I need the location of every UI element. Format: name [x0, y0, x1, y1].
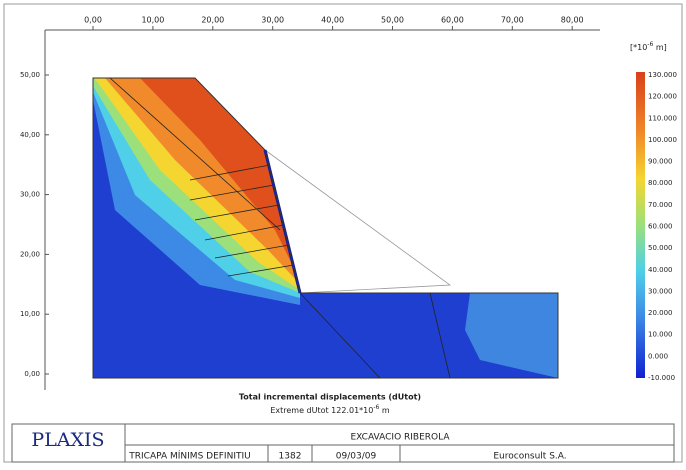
caption: Total incremental displacements (dUtot)	[239, 393, 421, 402]
legend-label: 40.000	[648, 266, 673, 274]
project: EXCAVACIO RIBEROLA	[350, 433, 450, 443]
legend-label: 30.000	[648, 287, 673, 295]
x-tick-label: 30,00	[261, 16, 284, 25]
air	[93, 78, 558, 293]
x-tick-label: 10,00	[141, 16, 164, 25]
x-tick-label: 40,00	[321, 16, 344, 25]
ticks: 0,00 10,00 20,00 30,00 40,00 50,00 60,00 70,00 8…	[20, 16, 584, 379]
y-tick-label: 50,00	[20, 71, 40, 79]
legend: 130.000 120.000 110.000 100.000 90.000 80.000…	[648, 71, 677, 382]
boundary	[92, 77, 559, 379]
contour	[93, 78, 300, 290]
legend-label: 80.000	[648, 179, 673, 187]
legend-label: 0.000	[648, 352, 668, 360]
legend-label: 70.000	[648, 201, 673, 209]
x-tick-label: 60,00	[441, 16, 464, 25]
colorbar	[636, 72, 645, 378]
y-tick-label: 0,00	[24, 370, 40, 378]
unit-label: [*10-6 m]	[630, 41, 667, 52]
x-tick-label: 20,00	[201, 16, 224, 25]
extreme: Extreme dUtot 122.01*10-6 m	[270, 404, 390, 415]
y-tick-label: 30,00	[20, 191, 40, 199]
legend-label: 120.000	[648, 93, 677, 101]
y-tick-label: 40,00	[20, 131, 40, 139]
x-tick-label: 0,00	[84, 16, 102, 25]
legend-label: -10.000	[648, 374, 675, 382]
legend-label: 50.000	[648, 244, 673, 252]
x-tick-label: 80,00	[561, 16, 584, 25]
legend-label: 100.000	[648, 136, 677, 144]
step: 1382	[279, 452, 302, 462]
y-tick-label: 10,00	[20, 310, 40, 318]
x-tick-label: 50,00	[381, 16, 404, 25]
x-tick-label: 70,00	[501, 16, 524, 25]
legend-label: 90.000	[648, 158, 673, 166]
model-name: TRICAPA MÍNIMS DEFINITIU	[128, 450, 250, 462]
legend-label: 130.000	[648, 71, 677, 79]
contour	[140, 78, 295, 270]
legend-label: 60.000	[648, 223, 673, 231]
y-tick-label: 20,00	[20, 250, 40, 258]
legend-label: 20.000	[648, 309, 673, 317]
company: Euroconsult S.A.	[493, 452, 566, 462]
legend-label: 10.000	[648, 331, 673, 339]
legend-label: 110.000	[648, 114, 677, 122]
model	[92, 77, 559, 379]
contour	[105, 78, 298, 282]
contour	[465, 293, 558, 378]
logo: PLAXIS	[31, 429, 104, 451]
anchors	[109, 77, 451, 379]
date: 09/03/09	[336, 452, 377, 462]
title-block	[11, 423, 675, 463]
